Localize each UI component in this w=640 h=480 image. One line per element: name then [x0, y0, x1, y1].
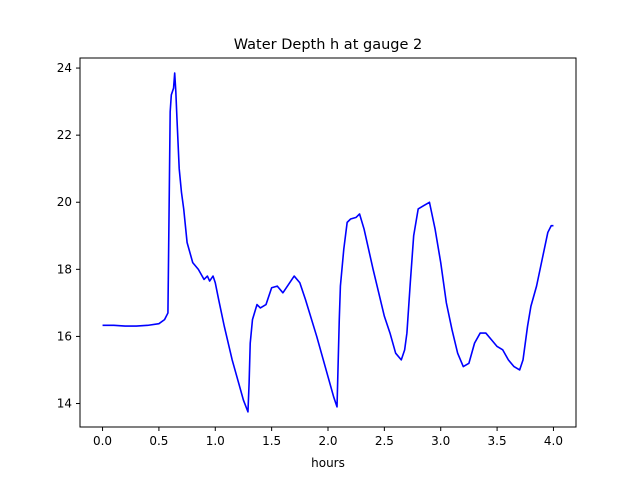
x-tick-label: 2.0 [318, 434, 337, 448]
plot-area [102, 72, 554, 413]
x-tick-label: 2.5 [375, 434, 394, 448]
y-tick-label: 14 [57, 397, 72, 411]
y-tick-label: 24 [57, 61, 72, 75]
x-axis-label: hours [311, 456, 345, 470]
x-axis: 0.0 0.5 1.0 1.5 2.0 2.5 3.0 3.5 4.0 [93, 427, 563, 448]
chart-title: Water Depth h at gauge 2 [234, 37, 422, 53]
y-tick-label: 18 [57, 262, 72, 276]
plot-frame [79, 57, 577, 428]
x-tick-label: 1.5 [262, 434, 281, 448]
x-tick-label: 3.0 [431, 434, 450, 448]
y-tick-label: 16 [57, 329, 72, 343]
y-tick-label: 20 [57, 195, 72, 209]
y-axis: 14 16 18 20 22 24 [57, 61, 80, 411]
x-tick-label: 4.0 [544, 434, 563, 448]
y-tick-label: 22 [57, 128, 72, 142]
series-line-0 [102, 72, 554, 413]
x-tick-label: 0.0 [93, 434, 112, 448]
x-tick-label: 0.5 [149, 434, 168, 448]
x-tick-label: 3.5 [488, 434, 507, 448]
x-tick-label: 1.0 [206, 434, 225, 448]
